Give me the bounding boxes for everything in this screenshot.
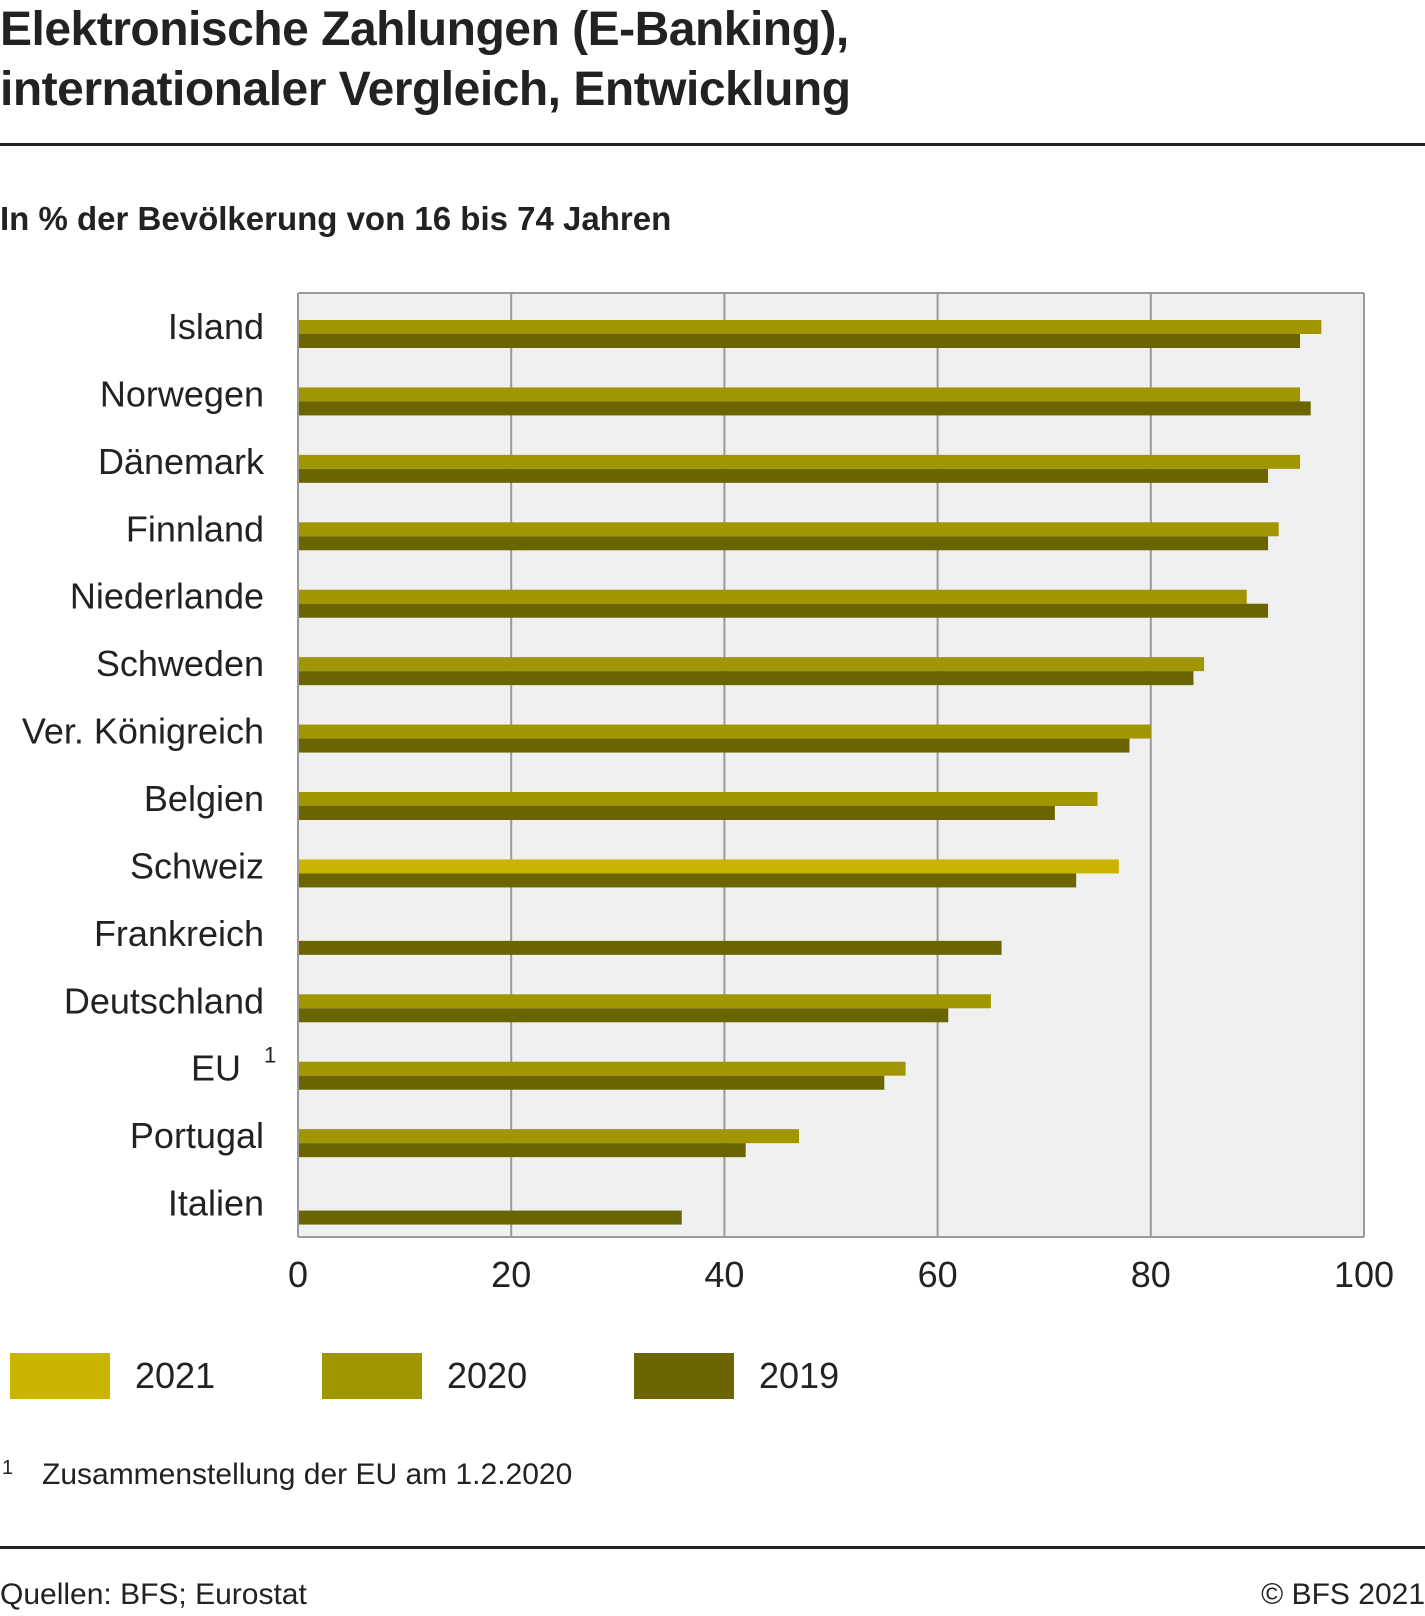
bar-2020-portugal xyxy=(298,1129,800,1144)
bar-2019-niederlande xyxy=(298,603,1269,618)
category-label-italien: Italien xyxy=(168,1183,264,1224)
bar-2021-schweiz xyxy=(298,859,1119,874)
bar-2020-finnland xyxy=(298,522,1279,537)
x-tick-label-0: 0 xyxy=(288,1254,308,1290)
category-label-island: Island xyxy=(168,306,264,347)
bar-2020-island xyxy=(298,320,1322,334)
category-label-niederlande: Niederlande xyxy=(70,576,264,617)
plot-area xyxy=(298,293,1364,1237)
bar-2020-niederlande xyxy=(298,589,1247,604)
legend-label-2021: 2021 xyxy=(135,1355,216,1396)
category-label-belgien: Belgien xyxy=(144,778,264,819)
bar-2019-italien xyxy=(298,1210,682,1225)
bar-2019-finnland xyxy=(298,536,1269,551)
bar-chart: 0 20 40 60 80 100 Island Norwegen Dänemark Finnla… xyxy=(22,292,1394,1290)
category-label-portugal: Portugal xyxy=(130,1115,264,1156)
bar-2019-dänemark xyxy=(298,468,1269,483)
bar-2019-island xyxy=(298,334,1301,348)
bar-2019-ver-königreich xyxy=(298,738,1130,753)
legend-swatch-2020 xyxy=(322,1353,422,1399)
chart-title-line2: internationaler Vergleich, Entwicklung xyxy=(0,63,851,116)
category-label-schweiz: Schweiz xyxy=(130,845,264,886)
category-label-dänemark: Dänemark xyxy=(98,441,265,482)
chart-subtitle: In % der Bevölkerung von 16 bis 74 Jahre… xyxy=(0,200,672,237)
x-tick-label-100: 100 xyxy=(1334,1254,1394,1290)
legend-label-2019: 2019 xyxy=(759,1355,840,1396)
bar-2019-deutschland xyxy=(298,1008,949,1023)
bar-2020-dänemark xyxy=(298,454,1301,469)
bar-2020-belgien xyxy=(298,792,1098,806)
category-label-eu: EU xyxy=(191,1048,241,1089)
category-label-norwegen: Norwegen xyxy=(100,373,264,414)
category-label-finnland: Finnland xyxy=(126,508,264,549)
category-label-schweden: Schweden xyxy=(96,643,264,684)
footnote-text: Zusammenstellung der EU am 1.2.2020 xyxy=(42,1458,573,1491)
legend-label-2020: 2020 xyxy=(447,1355,528,1396)
bar-2019-frankreich xyxy=(298,940,1002,955)
title-divider xyxy=(0,143,1425,146)
bar-2020-eu xyxy=(298,1061,906,1076)
x-tick-label-40: 40 xyxy=(704,1254,744,1290)
bar-2020-norwegen xyxy=(298,387,1301,402)
bar-2019-eu xyxy=(298,1075,885,1090)
footnote-mark: 1 xyxy=(2,1457,14,1479)
bar-2020-ver-königreich xyxy=(298,724,1151,739)
bar-2019-portugal xyxy=(298,1143,746,1158)
category-label-frankreich: Frankreich xyxy=(94,913,264,954)
bar-2019-norwegen xyxy=(298,401,1311,416)
x-tick-label-80: 80 xyxy=(1131,1254,1171,1290)
source-text: Quellen: BFS; Eurostat xyxy=(0,1578,307,1611)
footer-divider xyxy=(0,1546,1425,1549)
legend-swatch-2021 xyxy=(10,1353,110,1399)
chart-title: Elektronische Zahlungen (E-Banking), int… xyxy=(0,0,1400,120)
x-tick-label-20: 20 xyxy=(491,1254,531,1290)
category-label-deutschland: Deutschland xyxy=(64,980,264,1021)
bar-2020-deutschland xyxy=(298,994,991,1009)
bar-2019-belgien xyxy=(298,806,1055,820)
bar-2019-schweiz xyxy=(298,873,1077,888)
bar-2019-schweden xyxy=(298,671,1194,686)
copyright-text: © BFS 2021 xyxy=(1261,1578,1425,1611)
category-superscript-eu: 1 xyxy=(264,1043,276,1068)
chart-title-line1: Elektronische Zahlungen (E-Banking), xyxy=(0,3,849,56)
x-tick-label-60: 60 xyxy=(918,1254,958,1290)
legend-swatch-2019 xyxy=(634,1353,734,1399)
category-label-ver-königreich: Ver. Königreich xyxy=(22,711,264,752)
bar-2020-schweden xyxy=(298,657,1205,672)
